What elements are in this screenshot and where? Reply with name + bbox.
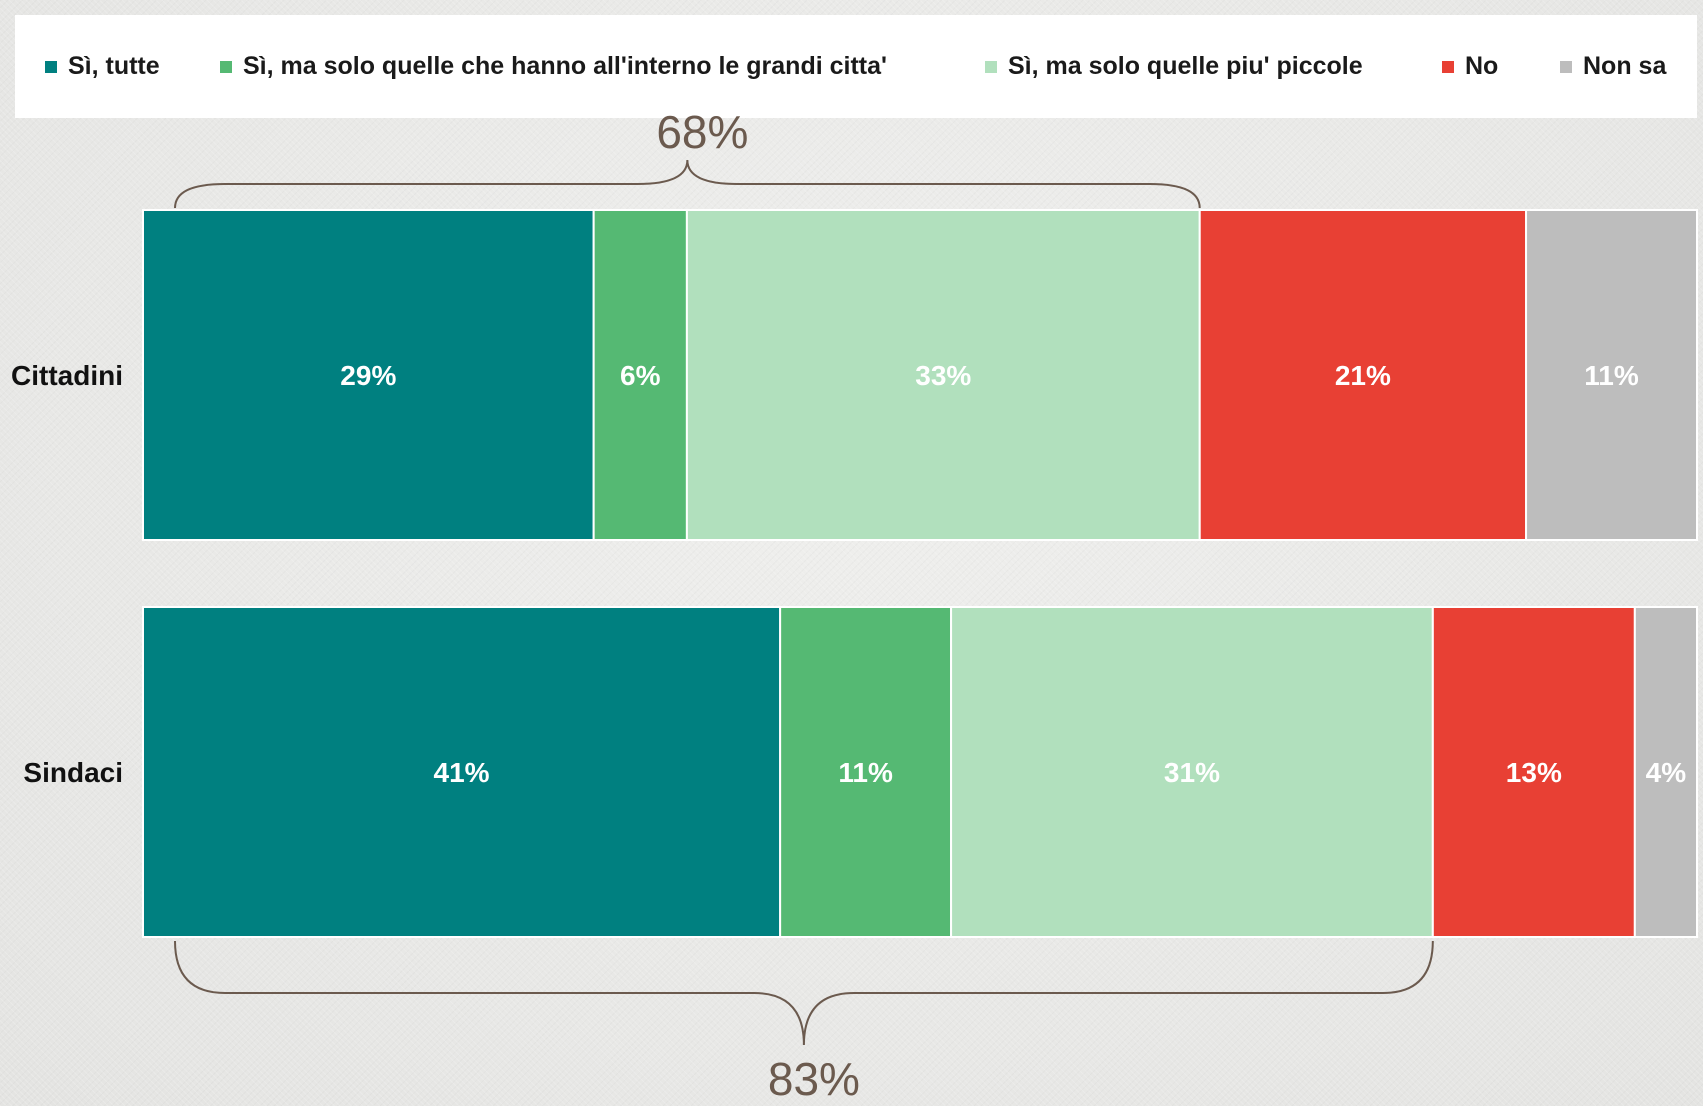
bar-segment bbox=[1198, 209, 1528, 541]
legend-item: Sì, tutte bbox=[45, 15, 160, 118]
brace-total-label: 68% bbox=[656, 106, 748, 158]
legend-swatch bbox=[1560, 60, 1572, 73]
data-label: 13% bbox=[1506, 757, 1562, 788]
data-label: 31% bbox=[1164, 757, 1220, 788]
data-label: 11% bbox=[838, 757, 893, 788]
legend-label: Sì, ma solo quelle piu' piccole bbox=[1008, 52, 1363, 80]
brace-total-label: 83% bbox=[768, 1053, 860, 1105]
data-label: 6% bbox=[620, 360, 661, 391]
legend-label: Non sa bbox=[1583, 52, 1667, 80]
legend-label: Sì, ma solo quelle che hanno all'interno… bbox=[243, 52, 887, 80]
bar-segment bbox=[592, 209, 688, 541]
legend-swatch bbox=[985, 60, 997, 73]
category-label: Cittadini bbox=[11, 360, 123, 391]
bar-segment bbox=[1633, 606, 1698, 938]
curly-brace bbox=[174, 159, 1201, 209]
chart-legend: Sì, tutte Sì, ma solo quelle che hanno al… bbox=[15, 15, 1697, 118]
legend-swatch bbox=[220, 60, 232, 73]
legend-label: Sì, tutte bbox=[68, 52, 160, 80]
bar-segment bbox=[1525, 209, 1699, 541]
legend-item: No bbox=[1442, 15, 1498, 118]
data-label: 41% bbox=[434, 757, 490, 788]
legend-item: Sì, ma solo quelle che hanno all'interno… bbox=[220, 15, 887, 118]
curly-brace bbox=[174, 940, 1434, 1046]
legend-label: No bbox=[1465, 52, 1499, 80]
legend-item: Non sa bbox=[1560, 15, 1666, 118]
legend-swatch bbox=[1442, 60, 1454, 73]
category-label: Sindaci bbox=[23, 757, 123, 788]
bar-segment bbox=[685, 209, 1201, 541]
legend-item: Sì, ma solo quelle piu' piccole bbox=[985, 15, 1363, 118]
data-label: 11% bbox=[1584, 360, 1639, 391]
bar-segment bbox=[779, 606, 953, 938]
data-label: 33% bbox=[915, 360, 971, 391]
bar-segment bbox=[142, 606, 782, 938]
data-label: 21% bbox=[1335, 360, 1391, 391]
bar-segment bbox=[1431, 606, 1636, 938]
legend-swatch bbox=[45, 60, 57, 73]
data-label: 29% bbox=[340, 360, 396, 391]
data-label: 4% bbox=[1646, 757, 1687, 788]
bar-segment bbox=[142, 209, 595, 541]
